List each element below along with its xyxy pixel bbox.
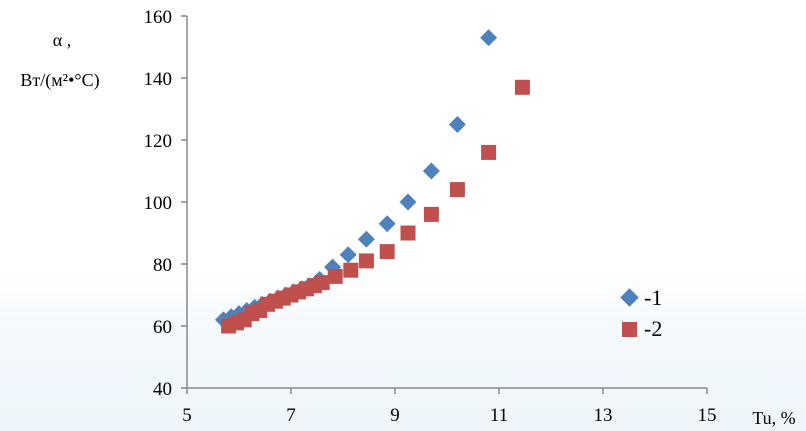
- data-series: [214, 29, 530, 334]
- x-tick-label: 13: [594, 405, 613, 426]
- data-point-series-1: [399, 193, 417, 211]
- data-point-series-2: [327, 268, 343, 284]
- x-tick-label: 7: [286, 405, 296, 426]
- data-point-series-1: [422, 162, 440, 180]
- data-point-series-2: [449, 182, 465, 198]
- data-point-series-1: [378, 215, 396, 233]
- y-tick-label: 80: [153, 255, 172, 276]
- y-tick-label: 100: [144, 193, 173, 214]
- data-point-series-2: [423, 206, 439, 222]
- legend-marker-series-1: [620, 288, 639, 307]
- tick-labels: 5 7 9 11 13 15 40 60 80 100 120 140 160: [144, 7, 717, 426]
- y-axis-title-line1: α ,: [53, 30, 71, 50]
- data-point-series-2: [379, 244, 395, 260]
- data-point-series-2: [314, 275, 330, 291]
- y-tick-label: 60: [153, 317, 172, 338]
- y-axis-title-line2: Вт/(м²•°С): [20, 70, 99, 91]
- x-tick-label: 5: [182, 405, 192, 426]
- data-point-series-1: [357, 230, 375, 248]
- legend-marker-series-2: [622, 322, 637, 337]
- series-2: [221, 79, 530, 334]
- x-tick-label: 9: [390, 405, 400, 426]
- legend: -1 -2: [620, 285, 662, 341]
- y-tick-label: 160: [144, 7, 173, 28]
- axes: [181, 15, 708, 394]
- data-point-series-2: [400, 225, 416, 241]
- data-point-series-1: [480, 29, 498, 47]
- data-point-series-1: [448, 116, 466, 133]
- data-point-series-2: [343, 262, 359, 278]
- y-tick-label: 120: [144, 131, 173, 152]
- data-point-series-2: [358, 253, 374, 269]
- y-tick-label: 140: [144, 69, 173, 90]
- y-tick-label: 40: [153, 379, 172, 400]
- data-point-series-2: [481, 144, 497, 160]
- data-point-series-2: [514, 79, 530, 95]
- data-point-series-1: [339, 246, 357, 264]
- x-tick-label: 11: [490, 405, 508, 426]
- series-1: [214, 29, 498, 329]
- legend-label-series-1: -1: [644, 285, 662, 310]
- legend-label-series-2: -2: [644, 316, 662, 341]
- x-tick-label: 15: [698, 405, 717, 426]
- x-axis-title: Tu, %: [752, 408, 795, 428]
